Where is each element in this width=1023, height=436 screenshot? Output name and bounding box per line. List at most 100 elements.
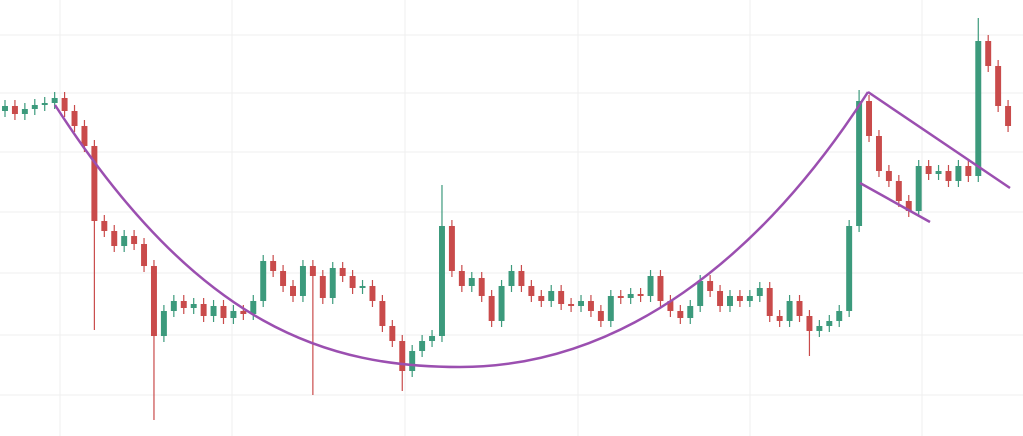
candle-body <box>220 306 227 318</box>
cup-curve <box>53 91 870 369</box>
candle-body <box>498 286 505 321</box>
candle-body <box>240 311 247 314</box>
candle-body <box>578 301 584 306</box>
candle-body <box>71 111 78 126</box>
candle-body <box>439 226 445 336</box>
candle-body <box>836 311 843 321</box>
candle-body <box>458 271 465 286</box>
candle-body <box>2 106 8 111</box>
candle-body <box>786 301 793 321</box>
candle-body <box>866 101 873 136</box>
candle-body <box>448 226 455 271</box>
candle-body <box>11 106 18 114</box>
candle-body <box>746 296 753 301</box>
candle-body <box>190 304 197 308</box>
candle-body <box>180 301 187 308</box>
candle-body <box>160 311 167 336</box>
candle-body <box>538 296 545 301</box>
candle-body <box>309 266 316 276</box>
candle-body <box>707 281 714 291</box>
candle-body <box>339 268 346 276</box>
candle-body <box>200 304 207 316</box>
candle-body <box>776 316 783 321</box>
candle-body <box>250 301 257 314</box>
candle-body <box>727 296 733 306</box>
candle-body <box>895 181 902 201</box>
candle-body <box>91 146 98 221</box>
candle-body <box>955 166 962 181</box>
candle-body <box>677 311 684 318</box>
candle-body <box>568 304 575 306</box>
candle-body <box>508 271 515 286</box>
candle-body <box>637 294 644 296</box>
pattern-lines <box>53 90 1011 369</box>
candle-body <box>51 98 58 103</box>
candle-body <box>81 126 88 146</box>
candle-body <box>766 288 773 316</box>
candle-body <box>548 291 555 301</box>
handle-lower <box>859 181 931 224</box>
candle-body <box>319 276 326 298</box>
vertical-grid <box>59 0 923 436</box>
candle-body <box>429 336 436 341</box>
candle-body <box>210 306 217 316</box>
candle-body <box>925 166 932 174</box>
candle-body <box>657 276 664 301</box>
candle-body <box>299 266 306 296</box>
candle-body <box>995 66 1002 106</box>
candle-body <box>111 231 118 246</box>
candle-body <box>389 326 396 341</box>
candle-body <box>667 301 674 311</box>
candle-body <box>170 301 177 311</box>
candle-body <box>61 98 68 111</box>
candle-body <box>280 271 287 286</box>
candle-body <box>647 276 654 296</box>
candle-body <box>21 109 28 114</box>
candle-body <box>518 271 525 286</box>
candle-body <box>369 286 376 301</box>
candle-body <box>756 288 763 296</box>
candle-body <box>826 321 833 326</box>
candle-body <box>379 301 386 326</box>
candle-body <box>975 41 982 176</box>
candle-body <box>528 286 535 296</box>
candle-body <box>150 266 157 336</box>
candle-body <box>806 316 813 331</box>
candle-body <box>41 103 48 105</box>
candle-body <box>597 311 604 321</box>
candle-body <box>717 291 724 306</box>
candle-body <box>617 296 624 298</box>
candle-body <box>290 286 296 296</box>
candle-body <box>627 294 634 298</box>
candle-body <box>488 296 495 321</box>
candle-body <box>558 291 565 304</box>
candle-body <box>965 166 972 176</box>
candle-body <box>31 105 38 109</box>
candle-body <box>478 278 485 296</box>
candle-body <box>796 301 803 316</box>
candle-body <box>736 296 743 301</box>
candle-body <box>905 201 912 211</box>
candle-body <box>697 281 704 306</box>
candle-body <box>587 301 594 311</box>
candle-body <box>260 261 267 301</box>
candle-body <box>468 278 475 286</box>
candle-body <box>856 101 863 226</box>
candle-body <box>399 341 406 371</box>
candle-body <box>359 286 366 288</box>
candle-body <box>230 311 237 318</box>
candle-body <box>875 136 882 171</box>
candle-body <box>329 268 336 298</box>
candles <box>2 18 1012 420</box>
candle-body <box>687 306 694 318</box>
candle-body <box>935 171 942 174</box>
candle-body <box>270 261 277 271</box>
candle-body <box>409 351 416 371</box>
candle-body <box>1005 106 1012 126</box>
candle-body <box>816 326 823 331</box>
candle-body <box>915 166 922 211</box>
candle-body <box>985 41 992 66</box>
handle-upper <box>867 90 1011 190</box>
